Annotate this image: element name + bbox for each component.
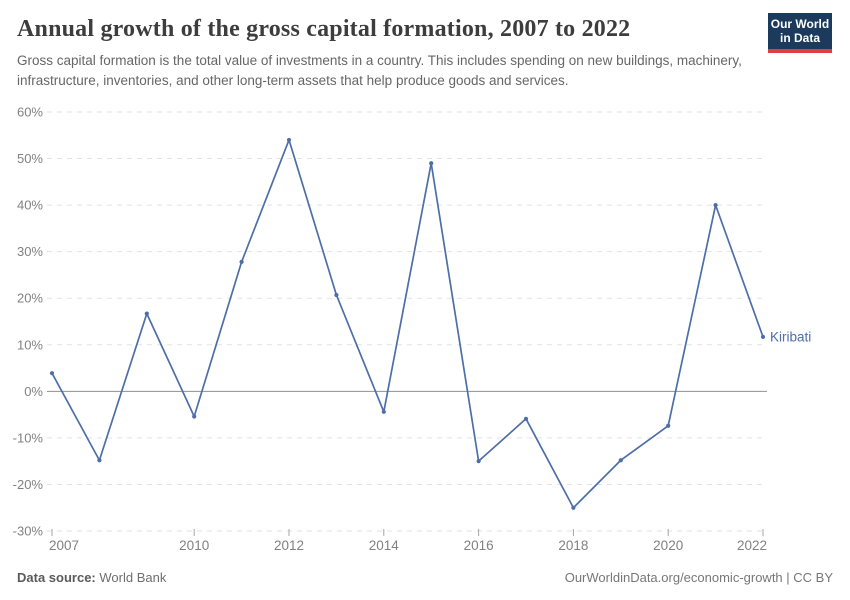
data-source-value: World Bank (99, 570, 167, 585)
series-entity-label: Kiribati (770, 329, 811, 344)
owid-logo: Our World in Data (768, 13, 832, 53)
data-source: Data source: World Bank (17, 570, 166, 585)
y-axis-label: -10% (13, 430, 44, 445)
chart-footer: Data source: World Bank OurWorldinData.o… (17, 570, 833, 585)
series-line[interactable] (51, 139, 764, 509)
y-axis-label: -20% (13, 477, 44, 492)
owid-logo-line1: Our World (770, 17, 830, 31)
y-axis-label: 40% (17, 198, 43, 213)
y-axis-label: 10% (17, 337, 43, 352)
data-point-2016[interactable] (476, 459, 481, 464)
data-source-label: Data source: (17, 570, 96, 585)
credit-link[interactable]: OurWorldinData.org/economic-growth | CC … (564, 570, 833, 585)
y-axis-label: 20% (17, 291, 43, 306)
x-axis-label: 2016 (464, 538, 494, 553)
y-axis-label: 30% (17, 244, 43, 259)
x-axis-label: 2022 (737, 538, 767, 553)
data-point-2021[interactable] (713, 203, 718, 208)
data-point-2022[interactable] (760, 334, 766, 339)
data-point-2012[interactable] (286, 137, 292, 143)
x-axis-label: 2018 (558, 538, 588, 553)
y-axis-label: -30% (13, 524, 44, 539)
x-axis-label: 2007 (49, 538, 79, 553)
data-point-2015[interactable] (429, 161, 434, 166)
page-title: Annual growth of the gross capital forma… (17, 16, 631, 42)
x-axis-label: 2020 (653, 538, 683, 553)
data-point-2020[interactable] (666, 423, 671, 428)
y-axis-label: 0% (24, 384, 43, 399)
data-point-2013[interactable] (334, 292, 339, 298)
data-point-2007[interactable] (49, 371, 55, 376)
data-point-2017[interactable] (523, 416, 529, 421)
x-axis-label: 2010 (179, 538, 209, 553)
chart-canvas[interactable]: 60% 50% 40% 30% 20% 10% 0% -10% -20% -30% 2007 2010… (0, 95, 850, 570)
x-axis-label: 2012 (274, 538, 304, 553)
data-point-2009[interactable] (144, 311, 149, 316)
data-point-2019[interactable] (618, 458, 623, 463)
data-point-2014[interactable] (381, 409, 386, 414)
data-point-2010[interactable] (192, 414, 197, 419)
y-axis-label: 50% (17, 151, 43, 166)
chart-subtitle: Gross capital formation is the total val… (17, 53, 742, 88)
owid-logo-line2: in Data (779, 31, 820, 45)
data-point-2018[interactable] (571, 505, 576, 510)
y-axis-label: 60% (17, 105, 43, 120)
x-axis-label: 2014 (369, 538, 400, 553)
data-point-2011[interactable] (239, 259, 244, 265)
line-chart[interactable]: 60% 50% 40% 30% 20% 10% 0% -10% -20% -30% 2007 2010… (0, 95, 850, 570)
data-point-2008[interactable] (97, 458, 102, 463)
